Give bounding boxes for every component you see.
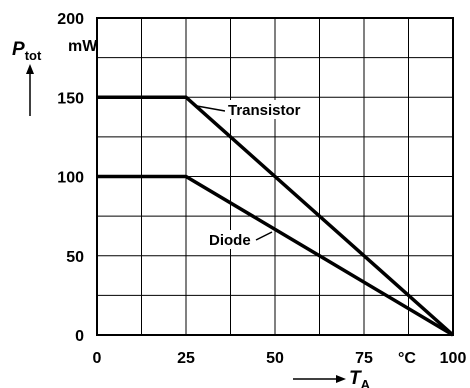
x-tick-labels: 0 25 50 75 100 bbox=[93, 350, 467, 367]
y-tick-label: 0 bbox=[75, 328, 84, 345]
label-bg-diode bbox=[206, 230, 256, 249]
x-unit-label: °C bbox=[398, 350, 416, 367]
y-tick-label: 150 bbox=[57, 90, 84, 107]
x-tick-label: 50 bbox=[266, 350, 284, 367]
y-axis-label: Ptot bbox=[12, 39, 42, 63]
series-label-diode: Diode bbox=[209, 232, 251, 249]
x-tick-label: 25 bbox=[177, 350, 195, 367]
y-tick-labels: 0 50 100 150 200 bbox=[57, 11, 84, 345]
plot-frame bbox=[96, 17, 454, 336]
y-unit-label: mW bbox=[68, 38, 98, 55]
y-tick-label: 200 bbox=[57, 11, 84, 28]
label-bg-transistor bbox=[225, 100, 311, 119]
y-axis-arrow bbox=[26, 64, 34, 116]
y-tick-label: 50 bbox=[66, 249, 84, 266]
y-tick-label: 100 bbox=[57, 170, 84, 187]
x-tick-label: 0 bbox=[93, 350, 102, 367]
x-tick-label: 75 bbox=[355, 350, 373, 367]
x-tick-label: 100 bbox=[440, 350, 467, 367]
leader-line-transistor bbox=[196, 105, 226, 112]
series-lines bbox=[97, 95, 455, 337]
series-line-diode bbox=[97, 174, 454, 337]
series-label-transistor: Transistor bbox=[228, 102, 301, 119]
series-line-transistor bbox=[97, 95, 455, 337]
leader-line-diode bbox=[255, 231, 273, 241]
x-axis-arrow bbox=[293, 375, 346, 383]
x-axis-label: TA bbox=[349, 368, 371, 388]
series-labels: Transistor Diode bbox=[196, 100, 311, 249]
